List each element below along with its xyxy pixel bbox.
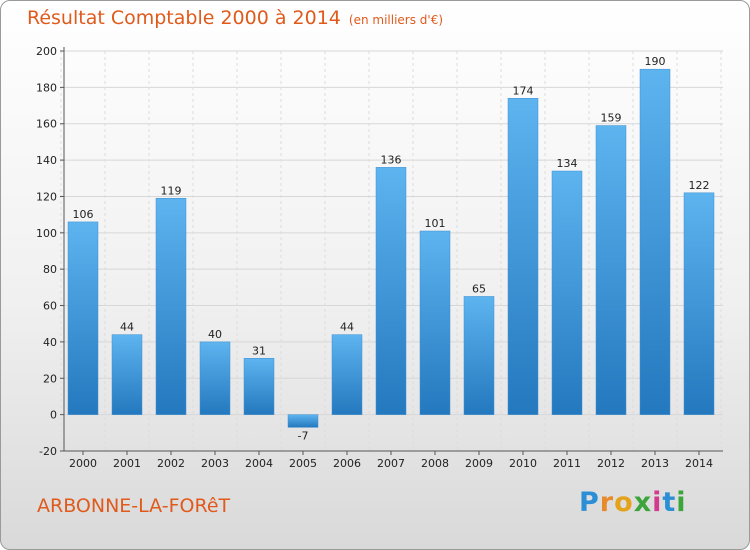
y-tick-label: 20 <box>43 372 57 385</box>
brand-logo: Proxiti <box>579 487 687 518</box>
brand-letter: t <box>662 487 677 518</box>
y-tick-label: 120 <box>36 190 57 203</box>
chart-title: Résultat Comptable 2000 à 2014 <box>27 7 341 29</box>
x-tick-label: 2014 <box>685 457 713 470</box>
y-tick-label: 200 <box>36 45 57 58</box>
brand-letter: P <box>579 487 600 518</box>
title-line: Résultat Comptable 2000 à 2014 (en millie… <box>27 7 443 29</box>
x-tick-label: 2007 <box>377 457 405 470</box>
bar-value-label: -7 <box>298 429 309 442</box>
x-tick-label: 2008 <box>421 457 449 470</box>
y-tick-label: 180 <box>36 81 57 94</box>
y-tick-label: -20 <box>39 445 57 458</box>
x-tick-label: 2000 <box>69 457 97 470</box>
x-tick-label: 2004 <box>245 457 273 470</box>
x-tick-label: 2013 <box>641 457 669 470</box>
bar-value-label: 40 <box>208 328 222 341</box>
x-tick-label: 2005 <box>289 457 317 470</box>
bar <box>639 68 671 415</box>
x-tick-label: 2009 <box>465 457 493 470</box>
bar <box>551 170 583 415</box>
bar <box>595 125 627 415</box>
x-tick-label: 2011 <box>553 457 581 470</box>
y-tick-label: 60 <box>43 300 57 313</box>
bar-value-label: 65 <box>472 282 486 295</box>
bar-value-label: 44 <box>340 321 354 334</box>
y-tick-label: 0 <box>50 409 57 422</box>
bar-value-label: 122 <box>689 179 710 192</box>
brand-letter: r <box>599 487 615 518</box>
location-name: ARBONNE-LA-FORêT <box>37 495 231 517</box>
bar <box>419 230 451 415</box>
y-tick-label: 80 <box>43 263 57 276</box>
x-tick-label: 2001 <box>113 457 141 470</box>
bar <box>331 334 363 415</box>
bar-value-label: 31 <box>252 344 266 357</box>
bar-value-label: 174 <box>513 84 534 97</box>
x-tick-label: 2003 <box>201 457 229 470</box>
bar <box>155 198 187 415</box>
bar-value-label: 106 <box>73 208 94 221</box>
bar <box>463 296 495 415</box>
bar <box>67 221 99 415</box>
brand-letter: i <box>676 487 687 518</box>
x-tick-label: 2006 <box>333 457 361 470</box>
bar <box>683 192 715 415</box>
bar-value-label: 136 <box>381 153 402 166</box>
x-tick-label: 2012 <box>597 457 625 470</box>
bar-value-label: 44 <box>120 321 134 334</box>
bar-value-label: 190 <box>645 55 666 68</box>
x-tick-label: 2010 <box>509 457 537 470</box>
y-tick-label: 100 <box>36 227 57 240</box>
bar <box>507 98 539 415</box>
brand-letter: i <box>652 487 663 518</box>
bar <box>243 358 275 415</box>
bar <box>375 167 407 415</box>
bars-layer <box>67 68 715 428</box>
bar-value-label: 159 <box>601 112 622 125</box>
chart-subtitle: (en milliers d'€) <box>348 13 444 27</box>
labels-layer: -20 0 20 40 60 80 100 120 140 160 180 200 106 2000 44 2… <box>36 45 713 470</box>
axis-layer <box>60 47 723 455</box>
bar-value-label: 134 <box>557 157 578 170</box>
y-tick-label: 40 <box>43 336 57 349</box>
bar-value-label: 101 <box>425 217 446 230</box>
y-tick-label: 160 <box>36 118 57 131</box>
bar <box>111 334 143 415</box>
bar-value-label: 119 <box>161 184 182 197</box>
bar <box>287 414 319 428</box>
bar <box>199 341 231 415</box>
brand-letter: x <box>633 487 653 518</box>
y-tick-label: 140 <box>36 154 57 167</box>
x-tick-label: 2002 <box>157 457 185 470</box>
brand-letter: o <box>614 487 634 518</box>
